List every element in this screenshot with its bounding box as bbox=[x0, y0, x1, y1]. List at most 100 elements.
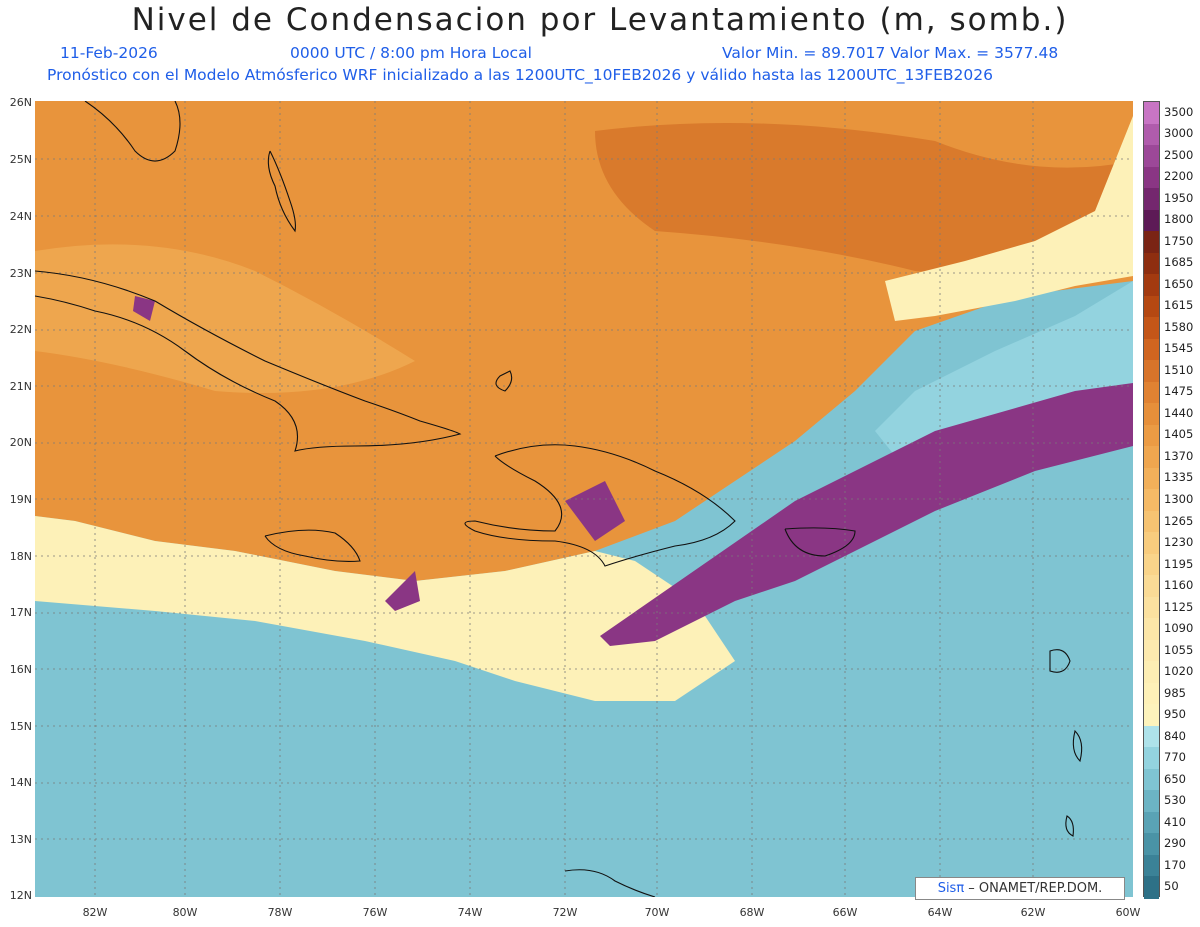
legend-swatch bbox=[1144, 876, 1159, 899]
lon-label: 78W bbox=[267, 906, 293, 919]
legend-swatch bbox=[1144, 510, 1159, 533]
legend-swatch bbox=[1144, 360, 1159, 383]
legend-label: 3500 bbox=[1164, 104, 1194, 119]
legend-swatch bbox=[1144, 274, 1159, 297]
legend-label: 50 bbox=[1164, 879, 1179, 894]
legend-label: 1615 bbox=[1164, 298, 1194, 313]
sispi-logo: Sisπ bbox=[937, 881, 965, 896]
legend-swatch bbox=[1144, 747, 1159, 770]
forecast-info: Pronóstico con el Modelo Atmósferico WRF… bbox=[47, 66, 993, 84]
legend-label: 1580 bbox=[1164, 319, 1194, 334]
lat-label: 26N bbox=[9, 96, 32, 109]
legend-label: 1300 bbox=[1164, 492, 1194, 506]
legend-label: 1650 bbox=[1164, 276, 1194, 291]
high-lcl-core-east bbox=[595, 123, 1133, 274]
legend-label: 170 bbox=[1164, 857, 1186, 872]
legend-label: 530 bbox=[1164, 793, 1186, 808]
lat-label: 19N bbox=[9, 493, 32, 506]
legend-swatch bbox=[1144, 446, 1159, 469]
florida-coast bbox=[84, 101, 181, 162]
lat-label: 25N bbox=[9, 153, 32, 166]
valid-date: 11-Feb-2026 bbox=[60, 44, 158, 62]
legend-swatch bbox=[1144, 725, 1159, 748]
credit-text: – ONAMET/REP.DOM. bbox=[964, 881, 1103, 896]
legend-label: 1265 bbox=[1164, 513, 1194, 528]
legend-swatch bbox=[1144, 252, 1159, 275]
lon-label: 62W bbox=[1020, 906, 1046, 919]
legend-swatch bbox=[1144, 833, 1159, 856]
legend-label: 1510 bbox=[1164, 362, 1194, 377]
legend-swatch bbox=[1144, 295, 1159, 318]
legend-label: 985 bbox=[1164, 685, 1186, 700]
legend-label: 1160 bbox=[1164, 578, 1194, 593]
legend-swatch bbox=[1144, 489, 1159, 512]
legend-swatch bbox=[1144, 682, 1159, 705]
legend-swatch bbox=[1144, 704, 1159, 727]
lat-label: 20N bbox=[9, 436, 32, 449]
purple-band-main bbox=[600, 383, 1133, 646]
legend-swatch bbox=[1144, 145, 1159, 168]
puerto-rico-coast bbox=[784, 527, 856, 557]
martinique-coast bbox=[1072, 729, 1083, 763]
legend-swatch bbox=[1144, 338, 1159, 361]
map-title: Nivel de Condensacion por Levantamiento … bbox=[131, 2, 1069, 38]
lon-label: 64W bbox=[927, 906, 953, 919]
lat-label: 13N bbox=[9, 833, 32, 846]
jamaica-coast bbox=[264, 529, 361, 562]
color-legend bbox=[1143, 101, 1160, 899]
legend-label: 1685 bbox=[1164, 255, 1194, 270]
lat-label: 12N bbox=[9, 889, 32, 902]
lon-label: 70W bbox=[644, 906, 670, 919]
legend-label: 290 bbox=[1164, 836, 1186, 851]
legend-swatch bbox=[1144, 639, 1159, 662]
legend-label: 2200 bbox=[1164, 169, 1194, 184]
purple-patch-west bbox=[385, 571, 420, 611]
legend-label: 1335 bbox=[1164, 470, 1194, 485]
legend-label: 1020 bbox=[1164, 664, 1194, 679]
legend-label: 410 bbox=[1164, 814, 1186, 829]
lon-label: 68W bbox=[739, 906, 765, 919]
min-max-values: Valor Min. = 89.7017 Valor Max. = 3577.4… bbox=[722, 44, 1059, 62]
venezuela-coast bbox=[564, 869, 656, 897]
legend-swatch bbox=[1144, 188, 1159, 211]
legend-label: 1950 bbox=[1164, 190, 1194, 205]
legend-label: 1055 bbox=[1164, 642, 1194, 657]
legend-swatch bbox=[1144, 532, 1159, 555]
lon-label: 72W bbox=[552, 906, 578, 919]
lat-label: 16N bbox=[9, 663, 32, 676]
legend-label: 1750 bbox=[1164, 233, 1194, 248]
legend-swatch bbox=[1144, 768, 1159, 792]
inagua-coast bbox=[495, 370, 513, 392]
legend-swatch bbox=[1144, 231, 1159, 254]
legend-swatch bbox=[1144, 403, 1159, 426]
cuba-coast bbox=[35, 270, 462, 452]
map-panel bbox=[35, 101, 1133, 897]
valid-time: 0000 UTC / 8:00 pm Hora Local bbox=[290, 44, 532, 62]
legend-label: 950 bbox=[1164, 707, 1186, 722]
legend-swatch bbox=[1144, 575, 1159, 598]
lon-label: 76W bbox=[362, 906, 388, 919]
legend-label: 2500 bbox=[1164, 147, 1194, 162]
lat-label: 21N bbox=[9, 380, 32, 393]
lat-label: 14N bbox=[9, 776, 32, 789]
legend-label: 1090 bbox=[1164, 621, 1194, 636]
lon-label: 60W bbox=[1115, 906, 1141, 919]
legend-label: 1125 bbox=[1164, 599, 1194, 614]
grid-lines bbox=[35, 101, 1133, 897]
lat-label: 22N bbox=[9, 323, 32, 336]
legend-label: 1195 bbox=[1164, 556, 1194, 571]
legend-swatch bbox=[1144, 618, 1159, 641]
lat-label: 18N bbox=[9, 550, 32, 563]
legend-swatch bbox=[1144, 166, 1159, 189]
coastlines bbox=[35, 101, 1083, 897]
legend-swatch bbox=[1144, 661, 1159, 684]
legend-swatch bbox=[1144, 102, 1159, 125]
legend-label: 3000 bbox=[1164, 126, 1194, 141]
lat-label: 24N bbox=[9, 210, 32, 223]
lon-label: 66W bbox=[832, 906, 858, 919]
legend-label: 1800 bbox=[1164, 212, 1194, 227]
credit-box: Sisπ – ONAMET/REP.DOM. bbox=[915, 877, 1125, 900]
yellow-transition-band bbox=[35, 516, 735, 701]
map-svg bbox=[35, 101, 1133, 897]
yellow-band-east bbox=[885, 116, 1133, 321]
